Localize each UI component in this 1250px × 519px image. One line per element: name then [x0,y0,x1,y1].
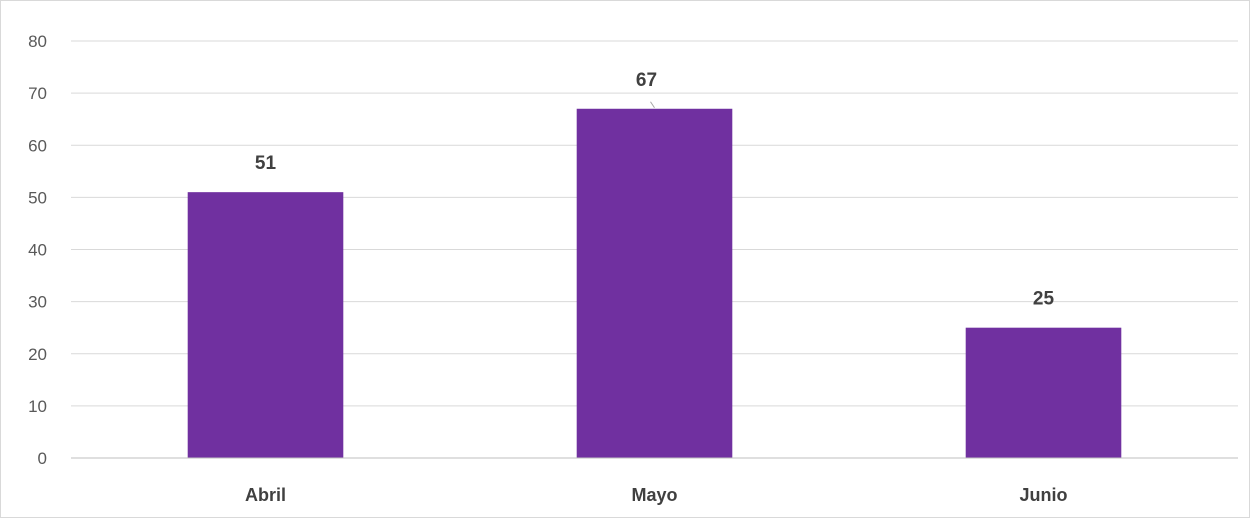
bar-abril [187,192,344,458]
bar-junio [965,327,1122,458]
y-tick-label-60: 60 [28,136,47,155]
data-label-junio: 25 [1033,289,1055,310]
y-tick-label-40: 40 [28,241,47,260]
y-tick-label-50: 50 [28,188,47,207]
y-tick-label-70: 70 [28,84,47,103]
bar-mayo [576,108,733,458]
x-tick-label-junio: Junio [1020,485,1068,505]
y-tick-label-30: 30 [28,293,47,312]
x-tick-label-mayo: Mayo [631,485,677,505]
data-label-leader-mayo [650,101,655,109]
data-label-mayo: 67 [636,70,657,91]
x-tick-label-abril: Abril [245,485,286,505]
y-tick-label-10: 10 [28,397,47,416]
y-tick-label-0: 0 [38,449,47,468]
y-tick-label-80: 80 [28,32,47,51]
y-tick-label-20: 20 [28,345,47,364]
data-label-abril: 51 [255,153,277,174]
